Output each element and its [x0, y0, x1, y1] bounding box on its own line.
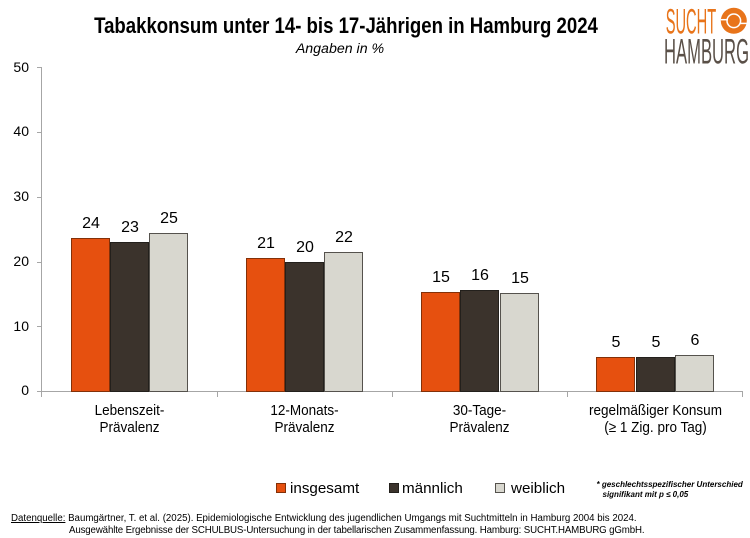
- svg-text:HAMBURG: HAMBURG: [664, 32, 749, 70]
- svg-text:SUCHT: SUCHT: [666, 3, 717, 42]
